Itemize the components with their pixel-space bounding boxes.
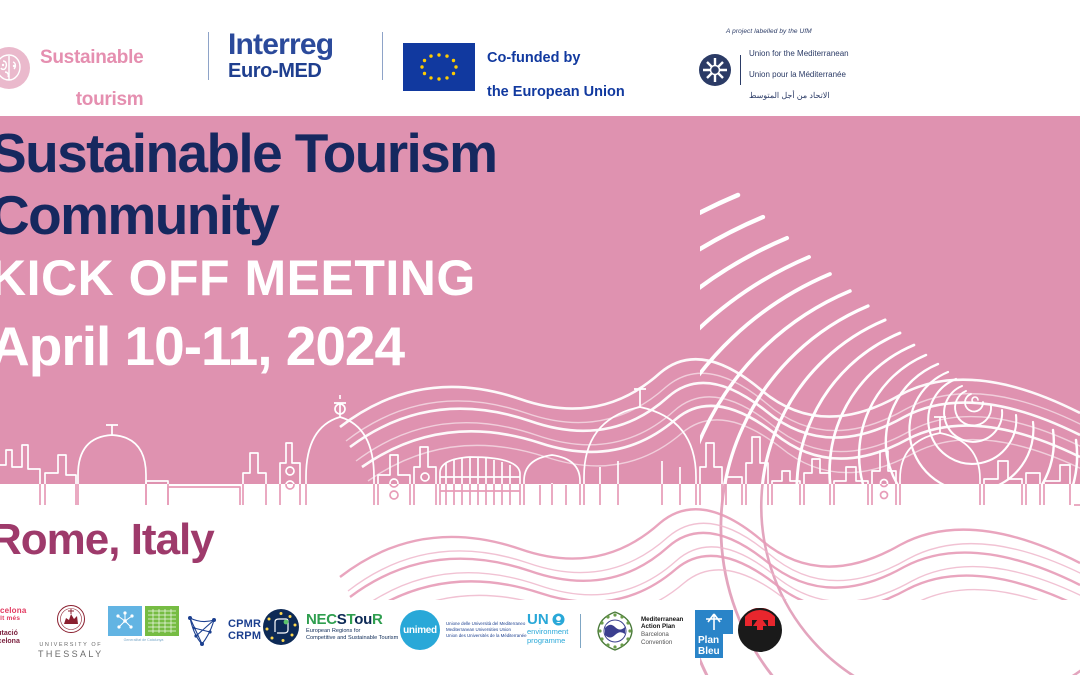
eu-cofunding-text: Co-funded by the European Union bbox=[487, 33, 625, 101]
ufm-line-ar: الاتحاد من أجل المتوسط bbox=[749, 90, 830, 100]
thessaly-line-1: UNIVERSITY OF bbox=[39, 642, 103, 648]
interreg-programme-name: Euro-MED bbox=[228, 60, 322, 82]
unimed-line-it: Unione delle Università del Mediterraneo bbox=[446, 621, 526, 626]
un-divider bbox=[580, 614, 582, 648]
logo-mediterranean-action-plan: Mediterranean Action Plan Barcelona Conv… bbox=[594, 610, 683, 652]
un-line-1: UN bbox=[527, 611, 549, 628]
title-line-2: Community bbox=[0, 184, 280, 246]
title-line-1: Sustainable Tourism bbox=[0, 122, 498, 184]
barcelona-line-3: Diputació bbox=[0, 630, 18, 637]
cpmr-line-2: CRPM bbox=[228, 630, 262, 642]
ufm-wheel-icon bbox=[698, 53, 732, 87]
map-line-1: Mediterranean bbox=[641, 615, 684, 623]
st-line-1: Sustainable bbox=[40, 47, 144, 68]
planbleu-line-2: Bleu bbox=[698, 646, 720, 657]
logo-un-environment: UN environment programme bbox=[527, 611, 582, 648]
generalitat-green-tile-icon bbox=[145, 606, 179, 636]
interreg-wordmark: Interreg bbox=[228, 28, 334, 61]
planbleu-line-1: Plan bbox=[698, 635, 720, 646]
cpmr-network-icon bbox=[188, 616, 216, 646]
map-line-3: Barcelona bbox=[641, 631, 669, 638]
ufm-label-logo: A project labelled by the UfM Union for … bbox=[698, 28, 849, 101]
logo-red-black-circle bbox=[738, 608, 782, 652]
map-barcelona-convention-icon bbox=[597, 611, 633, 651]
st-line-2: tourism bbox=[75, 89, 144, 110]
interreg-euromed-logo: Interreg Euro-MED bbox=[228, 28, 334, 83]
cpmr-line-1: CPMR bbox=[228, 618, 262, 630]
generalitat-caption: Generalitat de Catalunya bbox=[123, 638, 164, 642]
un-line-2: environment bbox=[527, 627, 569, 636]
eu-cofunding-logo: Co-funded by the European Union bbox=[403, 33, 625, 101]
eu-line-2: the European Union bbox=[487, 84, 625, 100]
unimed-wordmark: unimed bbox=[403, 624, 437, 636]
event-location: Rome, Italy bbox=[0, 515, 215, 564]
ufm-name-text: Union for the Mediterranean Union pour l… bbox=[749, 38, 849, 101]
necstour-circle-icon bbox=[263, 609, 299, 645]
logo-barcelona: Barcelona i molt més Diputació Barcelona bbox=[0, 606, 26, 646]
logo-unimed: unimed Unione delle Università del Medit… bbox=[400, 610, 527, 650]
red-black-emblem-icon bbox=[738, 608, 782, 652]
ufm-divider bbox=[740, 54, 741, 85]
logo-necstour: NECSTouR European Regions for Competitiv… bbox=[262, 608, 398, 646]
ufm-label-text: A project labelled by the UfM bbox=[726, 28, 812, 35]
thessaly-line-2: THESSALY bbox=[38, 649, 104, 659]
subtitle: KICK OFF MEETING bbox=[0, 250, 476, 306]
sustainable-tourism-logo: Sustainable tourism bbox=[0, 26, 144, 110]
unimed-line-fr: Union des Universités de la Méditerranée bbox=[446, 633, 527, 638]
header-divider-2 bbox=[382, 32, 383, 80]
map-line-4: Convention bbox=[641, 638, 673, 646]
ufm-line-fr: Union pour la Méditerranée bbox=[749, 69, 846, 79]
barcelona-line-1: Barcelona bbox=[0, 606, 27, 615]
necstour-line-2: European Regions for bbox=[306, 628, 361, 634]
thessaly-seal-icon bbox=[56, 605, 85, 633]
plan-bleu-mark-icon bbox=[695, 610, 733, 634]
unimed-line-en: Mediterranean Universities Union bbox=[446, 627, 511, 632]
generalitat-blue-tile-icon bbox=[108, 606, 142, 636]
eu-line-1: Co-funded by bbox=[487, 50, 581, 66]
header-logo-bar: Sustainable tourism Interreg Euro-MED bbox=[0, 0, 1080, 116]
brain-leaf-icon bbox=[0, 47, 30, 89]
un-globe-icon bbox=[552, 613, 565, 626]
event-date: April 10-11, 2024 bbox=[0, 315, 405, 377]
sustainable-tourism-wordmark: Sustainable tourism bbox=[40, 26, 144, 110]
ufm-line-en: Union for the Mediterranean bbox=[749, 48, 849, 58]
map-line-2: Action Plan bbox=[641, 623, 676, 631]
necstour-line-3: Competitive and Sustainable Tourism bbox=[306, 635, 399, 641]
hero-title-block: Sustainable Tourism Community KICK OFF M… bbox=[0, 122, 498, 382]
logo-university-of-thessaly: UNIVERSITY OF THESSALY bbox=[38, 604, 104, 660]
unimed-circle-icon: unimed bbox=[400, 610, 440, 650]
header-divider-1 bbox=[208, 32, 209, 80]
logo-generalitat-catalunya: Generalitat de Catalunya bbox=[108, 606, 179, 643]
un-line-3: programme bbox=[527, 636, 566, 645]
logo-cpmr-crpm: CPMR CRPM bbox=[182, 610, 261, 650]
eu-flag-icon bbox=[403, 43, 475, 91]
barcelona-line-2: i molt més bbox=[0, 615, 21, 622]
partner-logo-strip: Barcelona i molt més Diputació Barcelona… bbox=[0, 596, 1080, 675]
barcelona-line-4: Barcelona bbox=[0, 638, 20, 645]
logo-plan-bleu: Plan Bleu bbox=[695, 610, 733, 658]
